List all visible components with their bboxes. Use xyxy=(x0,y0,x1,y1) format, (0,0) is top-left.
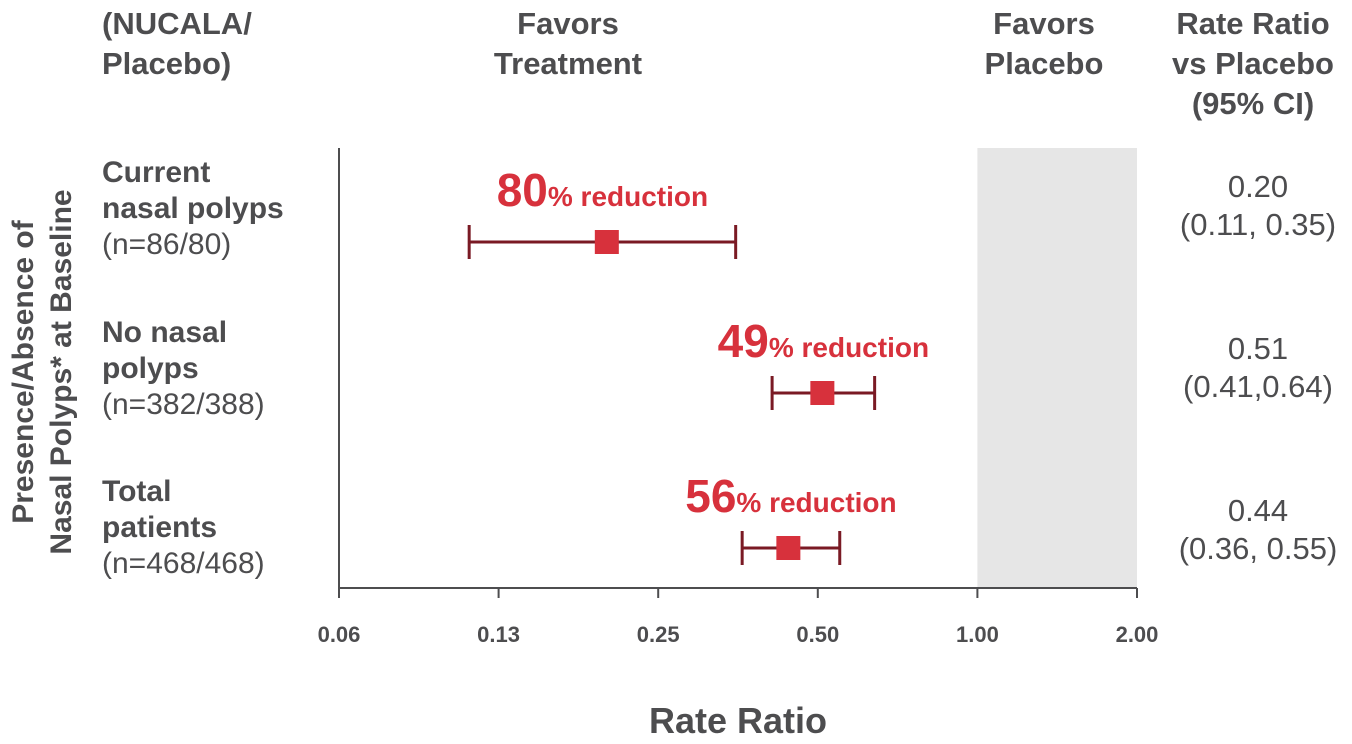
rate-ratio-header: Rate Ratio vs Placebo (95% CI) xyxy=(1148,4,1352,124)
subgroup-name-line1: No nasal xyxy=(102,316,228,349)
subgroup-n: (n=468/468) xyxy=(102,547,265,580)
subgroup-header-line1: (NUCALA/ xyxy=(102,6,252,41)
subgroup-name-line2: patients xyxy=(102,511,218,544)
rate-ratio-ci: (0.36, 0.55) xyxy=(1178,531,1338,566)
rate-ratio-header-line3: (95% CI) xyxy=(1191,86,1315,121)
subgroup-n: (n=86/80) xyxy=(102,228,232,261)
x-tick-label: 0.25 xyxy=(637,622,680,647)
reduction-suffix: % reduction xyxy=(548,181,708,212)
x-axis-title: Rate Ratio xyxy=(648,700,828,741)
subgroup-name-line1: Current xyxy=(102,156,211,189)
reduction-suffix: % reduction xyxy=(769,332,929,363)
favors-placebo-line2: Placebo xyxy=(984,46,1104,81)
subgroup-header-line2: Placebo) xyxy=(102,46,232,81)
subgroup-name-line1: Total xyxy=(102,475,172,508)
x-tick-label: 2.00 xyxy=(1116,622,1159,647)
reduction-percent: 56 xyxy=(685,470,736,522)
rate-ratio-header-line1: Rate Ratio xyxy=(1176,6,1330,41)
favors-placebo-header: Favors Placebo xyxy=(944,4,1144,84)
subgroup-label-current: Current nasal polyps (n=86/80) xyxy=(102,155,342,263)
forest-row: 80% reduction xyxy=(467,164,738,259)
subgroup-name-line2: polyps xyxy=(102,352,199,385)
subgroup-n: (n=382/388) xyxy=(102,388,265,421)
x-axis-ticks: 0.06 0.13 0.25 0.50 1.00 2.00 xyxy=(318,588,1159,647)
rate-ratio-none: 0.51 (0.41,0.64) xyxy=(1158,330,1352,406)
x-tick-label: 0.50 xyxy=(796,622,839,647)
reduction-label: 80% reduction xyxy=(497,164,708,216)
point-estimate-marker xyxy=(594,230,619,254)
favors-treatment-line2: Treatment xyxy=(493,46,643,81)
x-tick-label: 0.13 xyxy=(477,622,520,647)
reduction-percent: 49 xyxy=(718,315,769,367)
favors-treatment-line1: Favors xyxy=(517,6,619,41)
rate-ratio-ci: (0.11, 0.35) xyxy=(1179,207,1337,242)
subgroup-label-total: Total patients (n=468/468) xyxy=(102,474,342,582)
rate-ratio-total: 0.44 (0.36, 0.55) xyxy=(1158,492,1352,568)
rate-ratio-value: 0.44 xyxy=(1227,493,1289,528)
subgroup-name-line2: nasal polyps xyxy=(102,192,284,225)
subgroup-label-none: No nasal polyps (n=382/388) xyxy=(102,315,342,423)
subgroup-header: (NUCALA/ Placebo) xyxy=(102,4,252,84)
reduction-label: 49% reduction xyxy=(718,315,929,367)
x-tick-label: 1.00 xyxy=(956,622,999,647)
favors-treatment-header: Favors Treatment xyxy=(418,4,718,84)
reduction-percent: 80 xyxy=(497,164,548,216)
rate-ratio-value: 0.20 xyxy=(1227,169,1289,204)
rate-ratio-current: 0.20 (0.11, 0.35) xyxy=(1158,168,1352,244)
rate-ratio-header-line2: vs Placebo xyxy=(1172,46,1334,81)
forest-row: 49% reduction xyxy=(718,315,929,410)
point-estimate-marker xyxy=(776,536,801,560)
reduction-suffix: % reduction xyxy=(736,487,896,518)
forest-row: 56% reduction xyxy=(685,470,897,565)
x-tick-label: 0.06 xyxy=(318,622,361,647)
rate-ratio-value: 0.51 xyxy=(1227,331,1289,366)
rate-ratio-ci: (0.41,0.64) xyxy=(1183,369,1333,404)
point-estimate-marker xyxy=(810,381,835,405)
favors-placebo-region xyxy=(977,148,1137,588)
reduction-label: 56% reduction xyxy=(685,470,896,522)
favors-placebo-line1: Favors xyxy=(993,6,1095,41)
